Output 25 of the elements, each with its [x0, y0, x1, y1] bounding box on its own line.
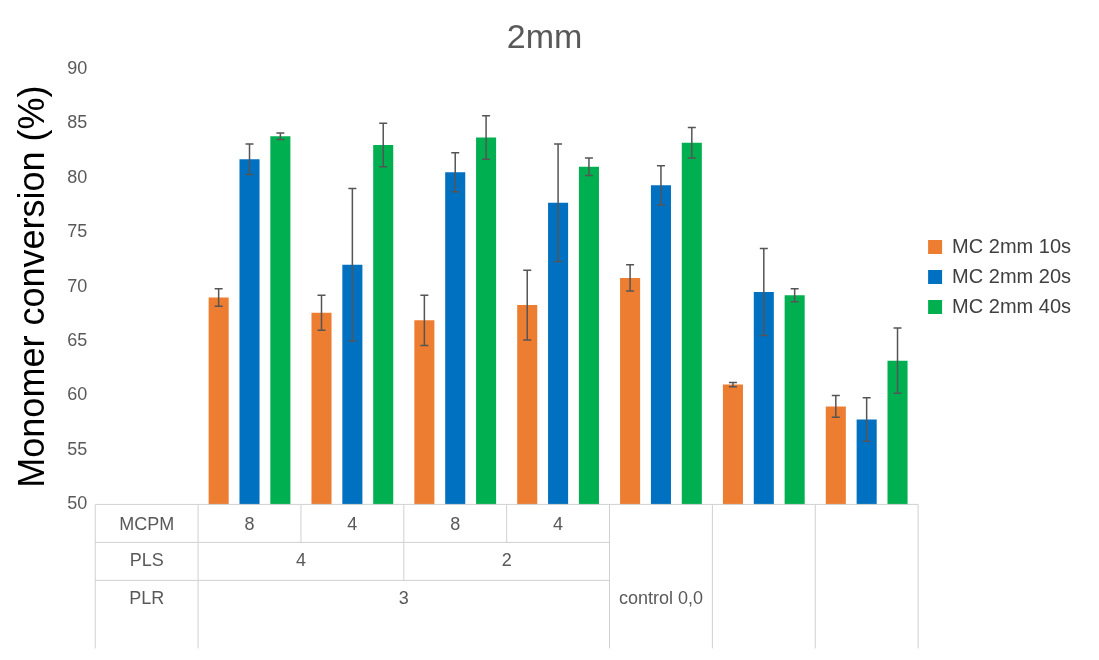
text: control 0,0 — [618, 588, 703, 609]
y-tick-label: 85 — [67, 112, 88, 133]
y-tick-label: 55 — [67, 438, 88, 459]
text: 4 — [295, 550, 306, 571]
x-tick-label: 4 — [347, 514, 358, 535]
y-tick-label: 75 — [67, 221, 88, 242]
x-tick-label: MCPM — [119, 514, 175, 535]
legend-label: MC 2mm 10s — [952, 234, 1071, 257]
text: PLS — [129, 550, 164, 571]
x-tick-label: 4 — [553, 514, 564, 535]
y-tick-label: 70 — [67, 275, 88, 296]
x-tick-label: 8 — [450, 514, 461, 535]
y-axis-title: Monomer conversion (%) — [10, 85, 52, 488]
text: 2 — [501, 550, 512, 571]
chart-title: 2mm — [506, 16, 583, 55]
legend-label: MC 2mm 40s — [952, 294, 1071, 317]
y-tick-label: 90 — [67, 57, 88, 78]
y-tick-label: 65 — [67, 330, 88, 351]
legend-label: MC 2mm 20s — [952, 264, 1071, 287]
y-tick-label: 50 — [67, 493, 88, 514]
text: PLR — [129, 588, 165, 609]
text: 3 — [398, 588, 409, 609]
y-tick-label: 80 — [67, 166, 88, 187]
y-tick-label: 60 — [67, 384, 88, 405]
x-tick-label: 8 — [244, 514, 255, 535]
